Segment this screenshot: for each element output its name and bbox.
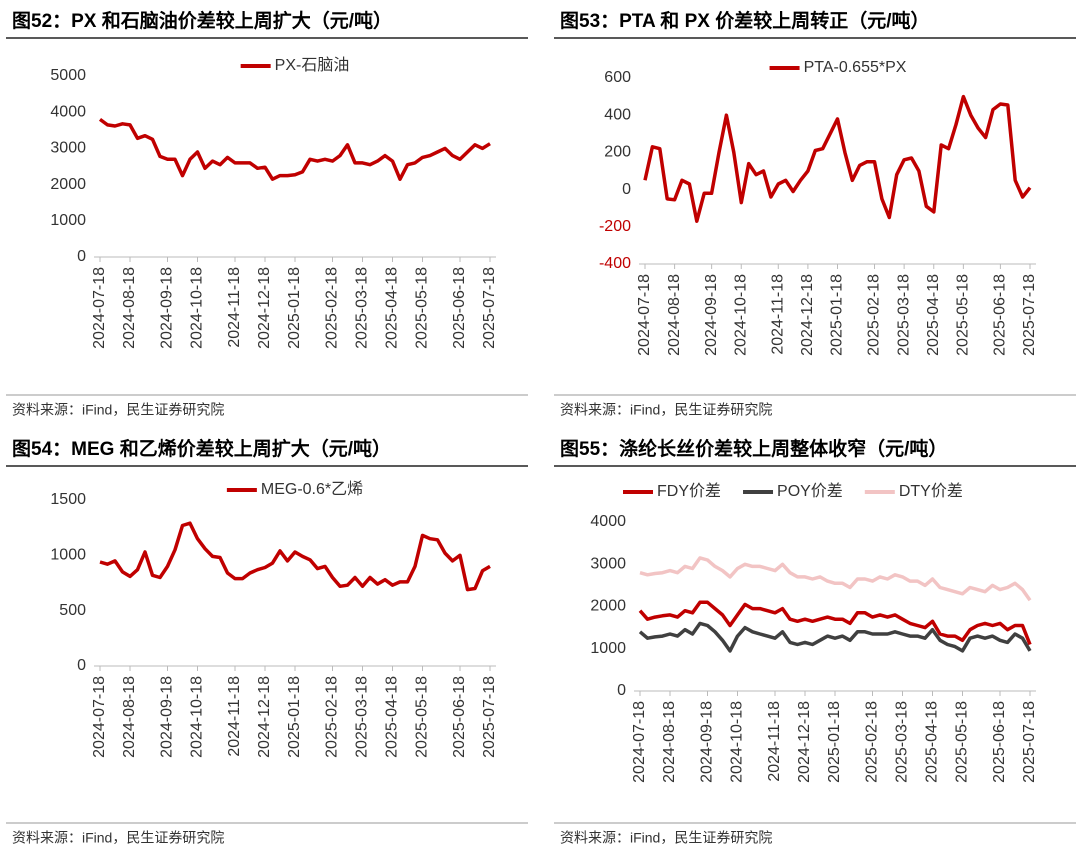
chart-panel: 图53：PTA 和 PX 价差较上周转正（元/吨） 资料来源：iFind，民生证券…: [554, 9, 1076, 418]
x-tick-label: 2024-07-18: [631, 701, 648, 783]
y-tick-label: 500: [59, 602, 86, 619]
y-tick-label: 0: [77, 657, 86, 674]
legend-label: FDY价差: [657, 482, 721, 500]
x-tick-label: 2024-09-18: [159, 676, 176, 758]
x-tick-label: 2024-08-18: [121, 267, 138, 349]
x-tick-label: 2025-06-18: [451, 676, 468, 758]
series-line: [638, 621, 1032, 653]
y-tick-label: 4000: [50, 103, 86, 120]
x-tick-label: 2025-07-18: [1021, 701, 1038, 783]
y-tick-label: 5000: [50, 67, 86, 84]
y-tick-label: 2000: [590, 598, 626, 615]
y-tick-label: 400: [604, 106, 631, 123]
x-tick-label: 2025-04-18: [384, 676, 401, 758]
y-tick-label: 0: [622, 181, 631, 198]
x-tick-label: 2024-09-18: [699, 701, 716, 783]
x-tick-label: 2025-05-18: [414, 676, 431, 758]
x-tick-label: 2025-03-18: [354, 676, 371, 758]
source-note: 资料来源：iFind，民生证券研究院: [560, 830, 772, 846]
x-tick-label: 2025-04-18: [925, 274, 942, 356]
legend-label: MEG-0.6*乙烯: [261, 480, 363, 498]
x-tick-label: 2025-03-18: [894, 701, 911, 783]
y-tick-label: 600: [604, 69, 631, 86]
y-tick-label: 0: [617, 682, 626, 699]
x-tick-label: 2025-06-18: [451, 267, 468, 349]
y-tick-label: 4000: [590, 513, 626, 530]
chart-title: 图55：涤纶长丝价差较上周整体收窄（元/吨）: [560, 437, 947, 460]
legend-label: DTY价差: [899, 482, 963, 500]
chart-title: 图53：PTA 和 PX 价差较上周转正（元/吨）: [560, 9, 929, 32]
source-note: 资料来源：iFind，民生证券研究院: [12, 402, 224, 418]
series-line: [643, 94, 1032, 223]
x-tick-label: 2025-06-18: [991, 701, 1008, 783]
x-tick-label: 2025-01-18: [829, 274, 846, 356]
x-tick-label: 2025-04-18: [924, 701, 941, 783]
x-tick-label: 2025-02-18: [324, 676, 341, 758]
x-tick-label: 2024-11-18: [766, 701, 783, 782]
x-tick-label: 2024-12-18: [256, 676, 273, 758]
x-tick-label: 2024-11-18: [226, 267, 243, 348]
y-tick-label: 3000: [50, 140, 86, 157]
x-tick-label: 2025-05-18: [955, 274, 972, 356]
series-line: [98, 117, 491, 181]
x-tick-label: 2025-02-18: [864, 701, 881, 783]
x-tick-label: 2024-10-18: [732, 274, 749, 356]
x-tick-label: 2025-02-18: [324, 267, 341, 349]
x-tick-label: 2024-08-18: [661, 701, 678, 783]
source-note: 资料来源：iFind，民生证券研究院: [560, 402, 772, 418]
x-tick-label: 2024-07-18: [636, 274, 653, 356]
x-tick-label: 2024-10-18: [189, 267, 206, 349]
x-tick-label: 2024-10-18: [729, 701, 746, 783]
x-tick-label: 2025-01-18: [286, 676, 303, 758]
y-tick-label: 2000: [50, 176, 86, 193]
x-tick-label: 2025-07-18: [481, 267, 498, 349]
y-tick-label: 1000: [50, 212, 86, 229]
x-tick-label: 2025-02-18: [866, 274, 883, 356]
y-tick-label: 1000: [590, 640, 626, 657]
x-tick-label: 2025-01-18: [286, 267, 303, 349]
series-line: [99, 521, 491, 592]
x-tick-label: 2025-03-18: [895, 274, 912, 356]
x-tick-label: 2024-09-18: [159, 267, 176, 349]
x-tick-label: 2025-04-18: [384, 267, 401, 349]
y-tick-label: 0: [77, 248, 86, 265]
y-tick-label: 200: [604, 144, 631, 161]
x-tick-label: 2025-05-18: [954, 701, 971, 783]
legend-label: PTA-0.655*PX: [804, 59, 907, 76]
y-tick-label: -200: [599, 218, 631, 235]
x-tick-label: 2025-07-18: [1021, 274, 1038, 356]
legend-label: PX-石脑油: [275, 56, 350, 74]
y-tick-label: 3000: [590, 555, 626, 572]
chart-panel: 图52：PX 和石脑油价差较上周扩大（元/吨） 资料来源：iFind，民生证券研究…: [6, 9, 528, 418]
x-tick-label: 2024-08-18: [121, 676, 138, 758]
x-tick-label: 2024-07-18: [91, 267, 108, 349]
source-note: 资料来源：iFind，民生证券研究院: [12, 830, 224, 846]
x-tick-label: 2025-01-18: [826, 701, 843, 783]
x-tick-label: 2024-08-18: [666, 274, 683, 356]
x-tick-label: 2025-03-18: [354, 267, 371, 349]
chart-title: 图52：PX 和石脑油价差较上周扩大（元/吨）: [12, 9, 392, 32]
x-tick-label: 2024-09-18: [703, 274, 720, 356]
series-line: [639, 556, 1032, 602]
y-tick-label: 1000: [50, 547, 86, 564]
series-line: [638, 600, 1032, 646]
x-tick-label: 2024-12-18: [256, 267, 273, 349]
x-tick-label: 2024-11-18: [226, 676, 243, 757]
x-tick-label: 2025-06-18: [992, 274, 1009, 356]
x-tick-label: 2024-12-18: [799, 274, 816, 356]
x-tick-label: 2025-07-18: [481, 676, 498, 758]
y-tick-label: -400: [599, 255, 631, 272]
chart-panel: 图55：涤纶长丝价差较上周整体收窄（元/吨） 资料来源：iFind，民生证券研究院…: [554, 437, 1076, 846]
x-tick-label: 2024-10-18: [189, 676, 206, 758]
x-tick-label: 2024-11-18: [769, 274, 786, 355]
y-tick-label: 1500: [50, 491, 86, 508]
chart-panel: 图54：MEG 和乙烯价差较上周扩大（元/吨） 资料来源：iFind，民生证券研究…: [6, 437, 528, 846]
x-tick-label: 2024-07-18: [91, 676, 108, 758]
legend-label: POY价差: [777, 482, 843, 500]
chart-title: 图54：MEG 和乙烯价差较上周扩大（元/吨）: [12, 437, 391, 460]
x-tick-label: 2025-05-18: [414, 267, 431, 349]
x-tick-label: 2024-12-18: [796, 701, 813, 783]
